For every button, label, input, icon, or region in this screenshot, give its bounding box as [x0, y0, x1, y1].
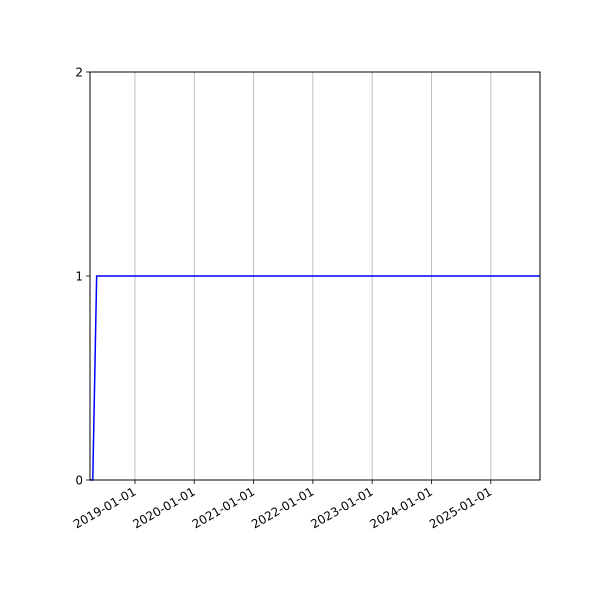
- y-axis: 0 1 2: [75, 66, 90, 488]
- series-layer: [90, 275, 540, 481]
- x-tick-label: 2024-01-01: [367, 484, 434, 531]
- x-axis: 2019-01-012020-01-012021-01-012022-01-01…: [71, 480, 494, 531]
- x-tick-label: 2025-01-01: [427, 484, 494, 531]
- x-tick-label: 2020-01-01: [130, 484, 197, 531]
- x-tick-label: 2023-01-01: [308, 484, 375, 531]
- series-line: [90, 275, 540, 481]
- y-tick-label: 1: [75, 270, 83, 284]
- x-tick-label: 2022-01-01: [249, 484, 316, 531]
- x-tick-label: 2021-01-01: [190, 484, 257, 531]
- y-tick-label: 0: [75, 474, 83, 488]
- x-tick-label: 2019-01-01: [71, 484, 138, 531]
- y-tick-label: 2: [75, 66, 83, 80]
